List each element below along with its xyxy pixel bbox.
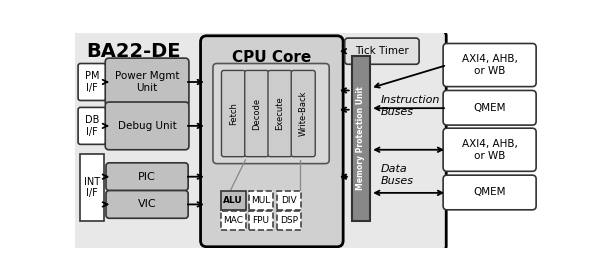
Text: DSP: DSP [280, 216, 298, 225]
FancyBboxPatch shape [344, 38, 419, 64]
FancyBboxPatch shape [443, 175, 536, 210]
FancyBboxPatch shape [78, 64, 106, 100]
Text: Data
Buses: Data Buses [381, 164, 414, 186]
Text: Memory Protection Unit: Memory Protection Unit [356, 87, 365, 191]
Text: BA22-DE: BA22-DE [86, 42, 181, 61]
FancyBboxPatch shape [106, 191, 188, 218]
Text: DIV: DIV [281, 196, 297, 205]
Text: ALU: ALU [223, 196, 243, 205]
Text: Decode: Decode [252, 97, 261, 130]
Text: MUL: MUL [251, 196, 271, 205]
Text: AXI4, AHB,
or WB: AXI4, AHB, or WB [461, 54, 518, 76]
FancyBboxPatch shape [443, 44, 536, 86]
FancyBboxPatch shape [105, 102, 189, 150]
FancyBboxPatch shape [213, 64, 329, 163]
FancyBboxPatch shape [105, 58, 189, 106]
Bar [80, 154, 104, 221]
Text: Debug Unit: Debug Unit [118, 121, 176, 131]
Text: VIC: VIC [138, 199, 157, 210]
FancyBboxPatch shape [200, 36, 343, 247]
Text: PM
I/F: PM I/F [85, 71, 100, 93]
Text: DB
I/F: DB I/F [85, 115, 99, 137]
FancyBboxPatch shape [78, 107, 106, 144]
Text: MAC: MAC [223, 216, 243, 225]
Text: Power Mgmt
Unit: Power Mgmt Unit [115, 71, 179, 93]
Text: INT
I/F: INT I/F [84, 177, 100, 198]
Text: Execute: Execute [275, 97, 284, 131]
FancyBboxPatch shape [221, 70, 245, 157]
Bar [352, 56, 370, 221]
Text: AXI4, AHB,
or WB: AXI4, AHB, or WB [461, 139, 518, 160]
FancyBboxPatch shape [245, 70, 269, 157]
FancyBboxPatch shape [106, 163, 188, 191]
Bar [248, 211, 274, 230]
Text: Fetch: Fetch [229, 102, 238, 125]
Text: QMEM: QMEM [473, 103, 506, 113]
Bar [277, 191, 301, 210]
FancyBboxPatch shape [268, 70, 292, 157]
Bar [221, 191, 245, 210]
FancyBboxPatch shape [73, 31, 446, 251]
Text: Write-Back: Write-Back [299, 91, 308, 136]
Bar [221, 211, 245, 230]
FancyBboxPatch shape [291, 70, 315, 157]
FancyBboxPatch shape [443, 128, 536, 171]
Text: FPU: FPU [253, 216, 269, 225]
Bar [248, 191, 274, 210]
Text: Tick Timer: Tick Timer [355, 46, 409, 56]
Text: QMEM: QMEM [473, 187, 506, 198]
Bar [277, 211, 301, 230]
Text: Instruction
Buses: Instruction Buses [381, 95, 440, 117]
FancyBboxPatch shape [443, 90, 536, 125]
Text: CPU Core: CPU Core [232, 50, 311, 65]
Text: PIC: PIC [138, 172, 156, 182]
